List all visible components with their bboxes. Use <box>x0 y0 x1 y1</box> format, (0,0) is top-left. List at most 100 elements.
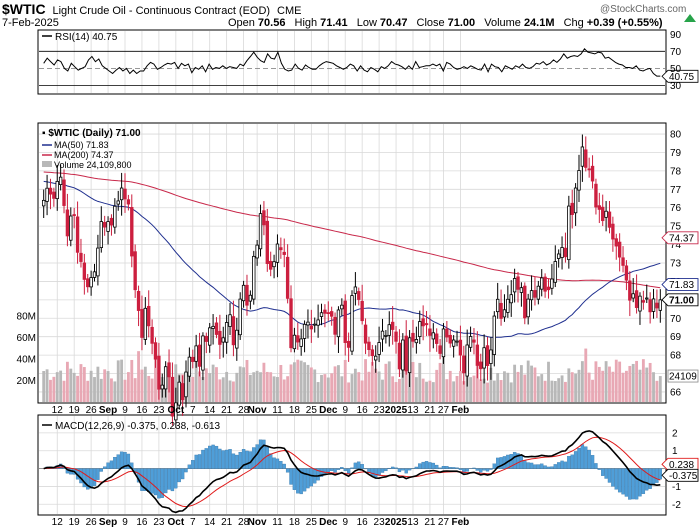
candle-body <box>570 202 574 215</box>
price-tick-label: 69 <box>670 332 682 343</box>
volume-bar <box>604 361 608 402</box>
volume-bar <box>299 360 303 402</box>
macd-histogram-bar <box>634 468 639 500</box>
candle-body <box>485 345 490 367</box>
x-tick-label: 19 <box>69 405 81 416</box>
macd-histogram-bar <box>455 467 459 469</box>
macd-histogram-bar <box>458 468 463 470</box>
volume-bar <box>547 361 550 402</box>
volume-bar <box>540 374 544 402</box>
volume-bar <box>123 379 127 402</box>
macd-histogram-bar <box>485 468 490 472</box>
volume-bar <box>140 369 144 402</box>
candle-body <box>157 355 161 390</box>
volume-bar <box>215 367 218 402</box>
volume-bar <box>174 364 178 402</box>
volume-bar <box>82 367 86 402</box>
candle-body <box>241 284 246 302</box>
x-tick-label: 25 <box>306 517 318 528</box>
volume-bar <box>235 372 239 402</box>
volume-bar <box>306 364 310 402</box>
macd-histogram-bar <box>103 466 107 469</box>
candle-body <box>435 333 439 344</box>
volume-bar <box>137 351 140 402</box>
candle-body <box>479 361 483 370</box>
volume-bar <box>591 379 594 402</box>
candle-body <box>404 335 408 372</box>
candle-body <box>512 278 517 293</box>
candle-body <box>292 334 297 350</box>
macd-histogram-bar <box>390 466 395 469</box>
x-tick-label: 16 <box>136 517 148 528</box>
candle-body <box>214 322 219 335</box>
volume-bar <box>303 362 306 402</box>
macd-histogram-bar <box>584 446 588 469</box>
candle-body <box>617 241 622 258</box>
macd-histogram-bar <box>292 468 297 490</box>
candle-body <box>58 176 63 185</box>
volume-bar <box>370 361 374 402</box>
macd-histogram-bar <box>445 466 449 469</box>
x-tick-label: 12 <box>52 405 64 416</box>
candle-body <box>587 168 591 171</box>
volume-bar <box>72 372 76 402</box>
ma200-value-tag <box>661 231 699 245</box>
volume-bar <box>652 372 655 402</box>
macd-histogram-bar <box>472 467 476 469</box>
candle-body <box>414 339 419 344</box>
x-tick-label: Sep <box>99 405 117 416</box>
volume-bar <box>292 362 296 402</box>
volume-bar <box>611 371 615 402</box>
macd-histogram-bar <box>594 463 598 469</box>
macd-histogram-bar <box>428 462 432 469</box>
candle-body <box>556 253 561 259</box>
volume-bar <box>228 380 232 402</box>
volume-tick-label: 60M <box>17 333 36 344</box>
candle-body <box>228 314 232 327</box>
candle-body <box>143 307 148 340</box>
candle-body <box>238 298 242 336</box>
macd-histogram-bar <box>238 452 242 469</box>
macd-histogram-bar <box>560 460 564 469</box>
candle-body <box>126 199 131 205</box>
macd-histogram-bar <box>340 467 344 469</box>
volume-bar <box>387 361 391 402</box>
macd-histogram-bar <box>282 463 286 469</box>
macd-histogram-bar <box>540 463 544 469</box>
x-tick-label: 23 <box>374 405 386 416</box>
candle-body <box>69 215 73 241</box>
candle-body <box>594 183 598 208</box>
volume-bar <box>536 376 540 402</box>
candle-body <box>353 286 358 294</box>
candle-body <box>167 362 171 378</box>
candle-body <box>506 298 510 313</box>
macd-histogram-bar <box>258 439 263 469</box>
candle-body <box>89 277 93 288</box>
x-tick-label: 7 <box>190 517 196 528</box>
volume-bar <box>621 372 625 402</box>
candle-body <box>611 223 615 240</box>
x-tick-label: Feb <box>452 405 470 416</box>
volume-bar <box>93 377 96 402</box>
macd-histogram-bar <box>99 468 103 472</box>
x-tick-label: Oct <box>167 517 184 528</box>
x-tick-label: 11 <box>272 405 283 416</box>
x-tick-label: 7 <box>190 405 196 416</box>
candle-body <box>580 146 585 167</box>
candle-body <box>299 338 303 347</box>
macd-histogram-bar <box>343 468 347 471</box>
macd-histogram-bar <box>228 449 232 469</box>
ohlc-readout: Open 70.56 High 71.41 Low 70.47 Close 71.00 … <box>228 17 663 29</box>
candle-body <box>45 187 49 202</box>
candle-body <box>333 316 337 335</box>
candle-body <box>313 323 317 326</box>
candle-body <box>326 312 330 315</box>
macd-histogram-bar <box>638 468 642 497</box>
macd-histogram-bar <box>279 461 283 469</box>
candle-body <box>255 244 259 259</box>
macd-histogram-bar <box>543 465 547 469</box>
candle-body <box>536 285 541 300</box>
candle-body <box>150 326 154 344</box>
volume-bar <box>543 380 547 402</box>
macd-histogram-bar <box>563 461 568 469</box>
